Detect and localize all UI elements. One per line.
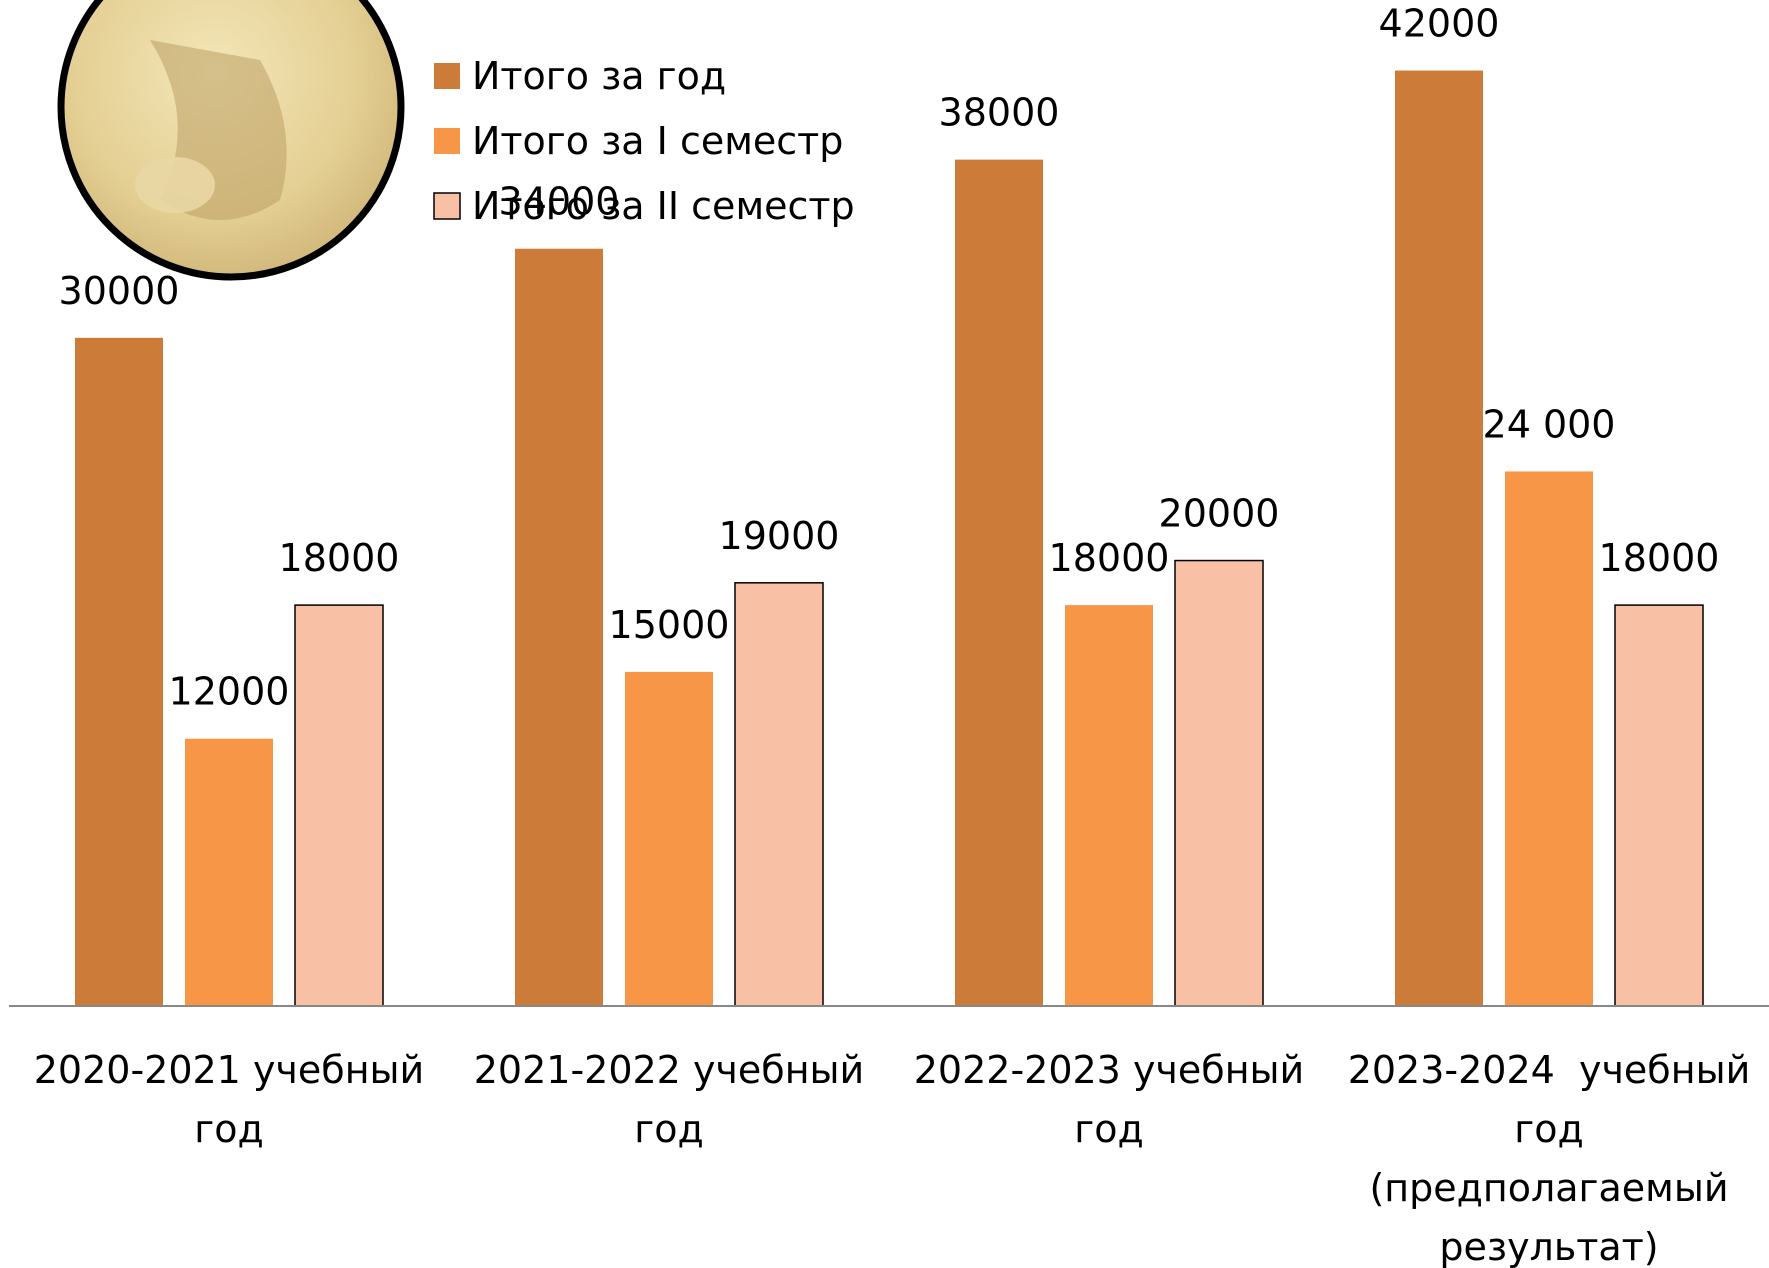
legend-swatch [433, 192, 461, 220]
value-label: 18000 [279, 536, 400, 580]
value-label: 34000 [499, 180, 620, 224]
value-label: 24 000 [1483, 402, 1616, 446]
value-label: 15000 [609, 603, 730, 647]
bar [1614, 604, 1704, 1007]
value-label: 19000 [719, 514, 840, 558]
bar [625, 671, 713, 1006]
bar [734, 582, 824, 1007]
bar [515, 248, 603, 1006]
bar [185, 738, 273, 1006]
portrait [57, 0, 405, 281]
legend-swatch [434, 128, 460, 154]
bar [1505, 471, 1593, 1006]
bar [294, 604, 384, 1007]
bar [1395, 70, 1483, 1006]
category-label: 2021-2022 учебный год [473, 1048, 877, 1151]
bar [75, 337, 163, 1006]
value-label: 38000 [939, 91, 1060, 135]
category-label: 2020-2021 учебный год [33, 1048, 437, 1151]
value-label: 20000 [1159, 492, 1280, 536]
value-label: 12000 [169, 670, 290, 714]
bar [1174, 559, 1264, 1007]
bar [955, 159, 1043, 1007]
bar [1065, 605, 1153, 1006]
value-label: 18000 [1049, 536, 1170, 580]
legend-label: Итого за I семестр [472, 119, 843, 163]
legend-swatch [434, 63, 460, 89]
value-label: 42000 [1379, 2, 1500, 46]
value-label: 30000 [59, 269, 180, 313]
value-label: 18000 [1599, 536, 1720, 580]
category-label: 2023-2024 учебный год (предполагаемый ре… [1347, 1048, 1763, 1268]
category-label: 2022-2023 учебный год [913, 1048, 1317, 1151]
legend-label: Итого за год [472, 54, 726, 98]
legend-label: Итого за II семестр [472, 184, 855, 228]
